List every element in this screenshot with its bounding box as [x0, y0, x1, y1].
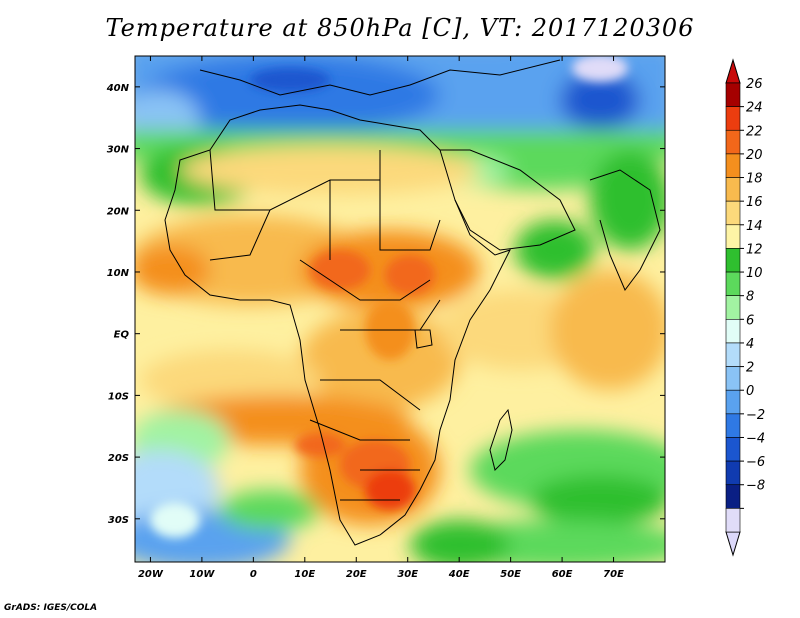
arabia-coastline [440, 149, 576, 251]
madagascar-coastline [489, 408, 513, 471]
temperature-field [135, 56, 665, 562]
lon-tick-label: 50E [500, 569, 521, 580]
lon-tick-label: 30E [397, 569, 418, 580]
europe-coastline [199, 59, 561, 96]
map-title: Temperature at 850hPa [C], VT: 201712030… [105, 14, 695, 42]
lat-tick-label: 20N [107, 206, 130, 217]
lon-tick-label: 70E [603, 569, 624, 580]
lon-tick-label: 10W [189, 569, 215, 580]
africa-coastline [164, 104, 511, 546]
lat-tick-label: 10N [107, 268, 130, 279]
lon-tick-label: 0 [250, 569, 257, 580]
lat-tick-label: 20S [108, 453, 129, 464]
lat-tick-label: EQ [114, 330, 130, 341]
lon-tick-label: 20W [138, 569, 164, 580]
lon-tick-label: 40E [448, 569, 470, 580]
lon-tick-label: 20E [346, 569, 367, 580]
axis-ticks: 20W 10W 0 10E 20E 30E 40E 50E 60E 70E 40N 30N 20N 10N… [106, 56, 665, 580]
lat-tick-label: 30S [108, 515, 129, 526]
india-coastline [589, 169, 661, 291]
lake-victoria [414, 329, 433, 349]
lon-tick-label: 10E [294, 569, 315, 580]
lat-tick-label: 40N [106, 83, 130, 94]
lat-tick-label: 10S [108, 391, 129, 402]
grads-credit: GrADS: IGES/COLA [4, 603, 98, 613]
map-frame [134, 55, 666, 563]
country-borders [164, 59, 661, 546]
lon-tick-label: 60E [552, 569, 573, 580]
lat-tick-label: 30N [107, 145, 130, 156]
